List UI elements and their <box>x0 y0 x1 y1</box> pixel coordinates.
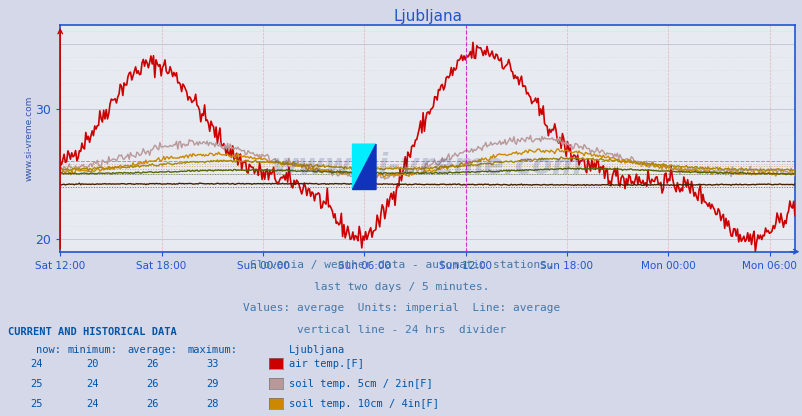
Text: 25: 25 <box>30 379 43 389</box>
Text: last two days / 5 minutes.: last two days / 5 minutes. <box>314 282 488 292</box>
Text: 24: 24 <box>86 379 99 389</box>
Polygon shape <box>352 144 375 190</box>
Text: 24: 24 <box>30 359 43 369</box>
Y-axis label: www.si-vreme.com: www.si-vreme.com <box>25 96 34 181</box>
Text: air temp.[F]: air temp.[F] <box>289 359 363 369</box>
Text: 25: 25 <box>30 399 43 409</box>
Text: 26: 26 <box>146 379 159 389</box>
Text: Slovenia / weather data - automatic stations.: Slovenia / weather data - automatic stat… <box>249 260 553 270</box>
Text: 29: 29 <box>206 379 219 389</box>
Text: 24: 24 <box>86 399 99 409</box>
Text: soil temp. 5cm / 2in[F]: soil temp. 5cm / 2in[F] <box>289 379 432 389</box>
Text: minimum:: minimum: <box>67 344 117 354</box>
Text: 33: 33 <box>206 359 219 369</box>
Text: 26: 26 <box>146 399 159 409</box>
Text: average:: average: <box>128 344 177 354</box>
Text: soil temp. 10cm / 4in[F]: soil temp. 10cm / 4in[F] <box>289 399 439 409</box>
Text: Values: average  Units: imperial  Line: average: Values: average Units: imperial Line: av… <box>242 303 560 313</box>
Text: maximum:: maximum: <box>188 344 237 354</box>
Polygon shape <box>352 144 375 190</box>
Text: CURRENT AND HISTORICAL DATA: CURRENT AND HISTORICAL DATA <box>8 327 176 337</box>
Text: now:: now: <box>36 344 61 354</box>
Text: 28: 28 <box>206 399 219 409</box>
Text: vertical line - 24 hrs  divider: vertical line - 24 hrs divider <box>297 325 505 335</box>
Title: Ljubljana: Ljubljana <box>393 9 461 24</box>
Text: Ljubljana: Ljubljana <box>289 344 345 354</box>
Text: 26: 26 <box>146 359 159 369</box>
Text: www.si-vreme.com: www.si-vreme.com <box>272 151 582 180</box>
Text: 20: 20 <box>86 359 99 369</box>
